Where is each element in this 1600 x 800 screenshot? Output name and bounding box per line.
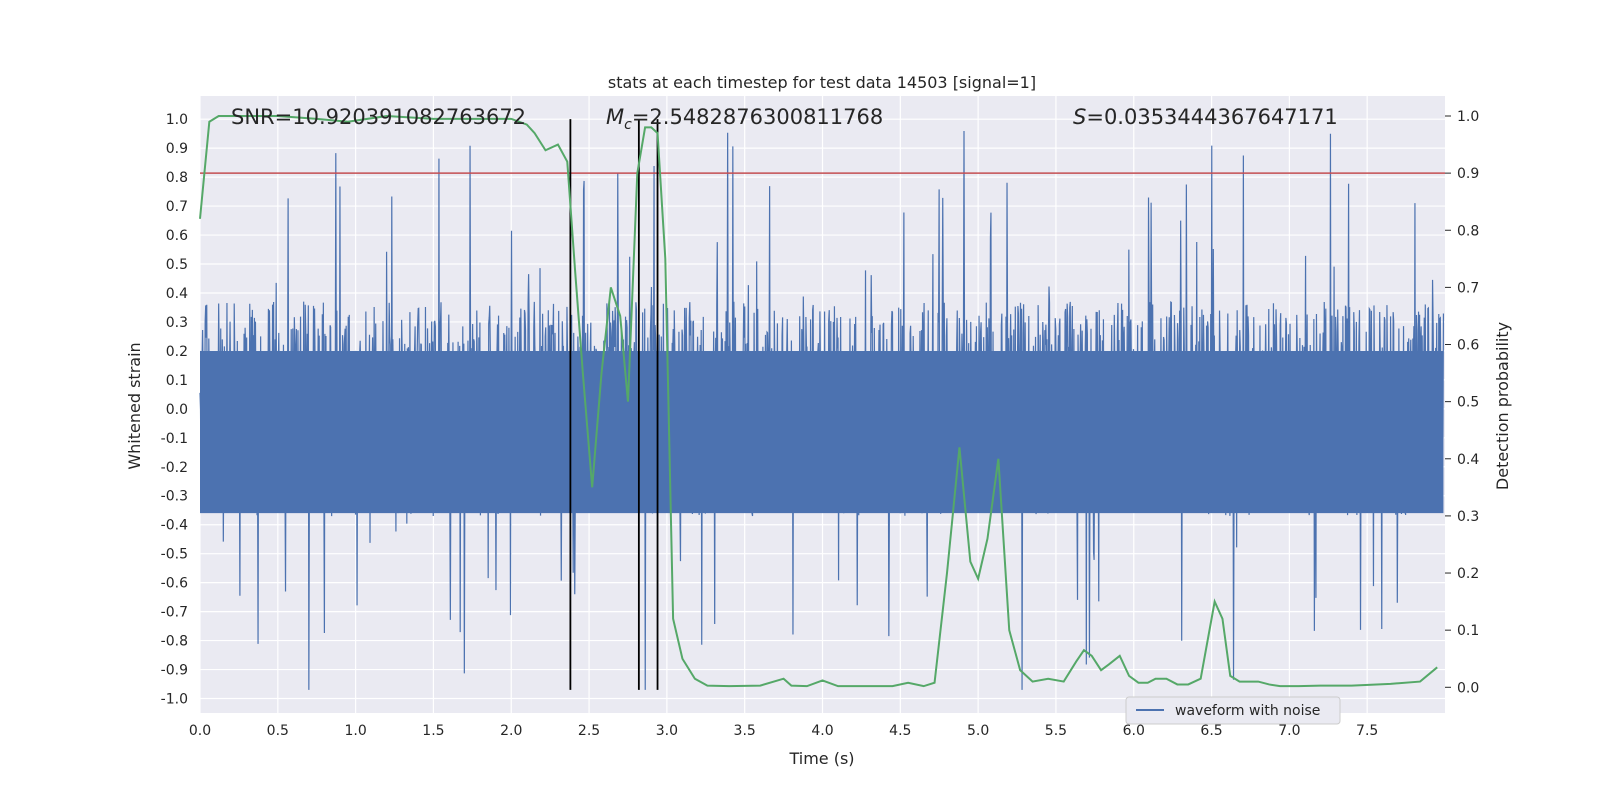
x-tick-label: 7.5 [1356,723,1378,739]
y-tick-label: -0.5 [161,547,188,563]
x-tick-label: 7.0 [1278,723,1300,739]
y2-tick-label: 0.7 [1457,280,1479,296]
y-tick-label: 0.2 [166,344,188,360]
x-tick-label: 1.5 [422,723,444,739]
x-tick-label: 1.0 [344,723,366,739]
x-tick-label: 4.5 [889,723,911,739]
y-tick-label: 0.8 [166,170,188,186]
y2-tick-label: 0.6 [1457,338,1479,354]
y-axis-label: Whitened strain [125,342,144,469]
x-tick-label: 2.0 [500,723,522,739]
y-tick-labels: -1.0 -0.9 -0.8 -0.7 -0.6 -0.5 -0.4 -0.3 -0.2 -0.1… [161,112,188,707]
y2-tick-label: 0.1 [1457,623,1479,639]
s-value: =0.0353444367647171 [1086,105,1337,129]
chirp-mass-symbol: M [606,105,624,129]
x-tick-labels: 0.0 0.5 1.0 1.5 2.0 2.5 3.0 3.5 4.0 4.5 5.0 5.5 6.0 6… [189,723,1378,739]
probability-series [199,114,1438,688]
y-tick-label: -0.2 [161,460,188,476]
x-tick-label: 4.0 [811,723,833,739]
chirp-mass-annotation: Mc=2.5482876300811768 [606,105,883,133]
x-tick-label: 5.0 [967,723,989,739]
y-tick-label: -0.1 [161,431,188,447]
y-tick-label: -0.8 [161,634,188,650]
y2-tick-label: 0.2 [1457,566,1479,582]
y-tick-label: 1.0 [166,112,188,128]
s-symbol: S [1073,105,1086,129]
x-tick-label: 6.5 [1200,723,1222,739]
y-tick-label: -0.9 [161,663,188,679]
y2-tick-label: 0.0 [1457,680,1479,696]
x-tick-label: 3.5 [734,723,756,739]
y2-tick-label: 0.4 [1457,452,1479,468]
y-tick-label: -0.4 [161,518,188,534]
x-tick-label: 2.5 [578,723,600,739]
y-tick-label: 0.0 [166,402,188,418]
legend: waveform with noise [1125,696,1341,725]
y-tick-label: 0.5 [166,257,188,273]
x-tick-label: 5.5 [1045,723,1067,739]
strain-series [199,131,1445,690]
y-tick-label: -0.7 [161,605,188,621]
x-tick-label: 6.0 [1123,723,1145,739]
y2-tick-labels: 0.0 0.1 0.2 0.3 0.4 0.5 0.6 0.7 0.8 0.9 1.0 [1445,109,1479,696]
y2-tick-label: 0.9 [1457,166,1479,182]
y-tick-label: -1.0 [161,692,188,708]
probability-line [199,114,1438,688]
legend-label-waveform: waveform with noise [1175,703,1320,719]
snr-annotation: SNR=10.920391082763672 [231,105,526,129]
s-annotation: S=0.0353444367647171 [1073,105,1338,129]
y-tick-label: 0.6 [166,228,188,244]
chart-title: stats at each timestep for test data 145… [608,73,1036,92]
x-tick-label: 0.5 [267,723,289,739]
x-axis-label: Time (s) [788,749,854,768]
y2-tick-label: 0.5 [1457,395,1479,411]
chirp-mass-value: =2.5482876300811768 [632,105,883,129]
y-tick-label: 0.7 [166,199,188,215]
legend-box [1125,696,1341,725]
y-tick-label: -0.6 [161,576,188,592]
x-tick-label: 3.0 [656,723,678,739]
y2-tick-label: 0.3 [1457,509,1479,525]
y2-tick-label: 1.0 [1457,109,1479,125]
x-tick-label: 0.0 [189,723,211,739]
y-tick-label: -0.3 [161,489,188,505]
y-tick-label: 0.4 [166,286,188,302]
y-tick-label: 0.3 [166,315,188,331]
y-tick-label: 0.1 [166,373,188,389]
chirp-mass-subscript: c [624,117,632,133]
y-tick-label: 0.9 [166,141,188,157]
y2-axis-label: Detection probability [1493,322,1512,490]
strain-core-band [200,350,1444,514]
y2-tick-label: 0.8 [1457,223,1479,239]
